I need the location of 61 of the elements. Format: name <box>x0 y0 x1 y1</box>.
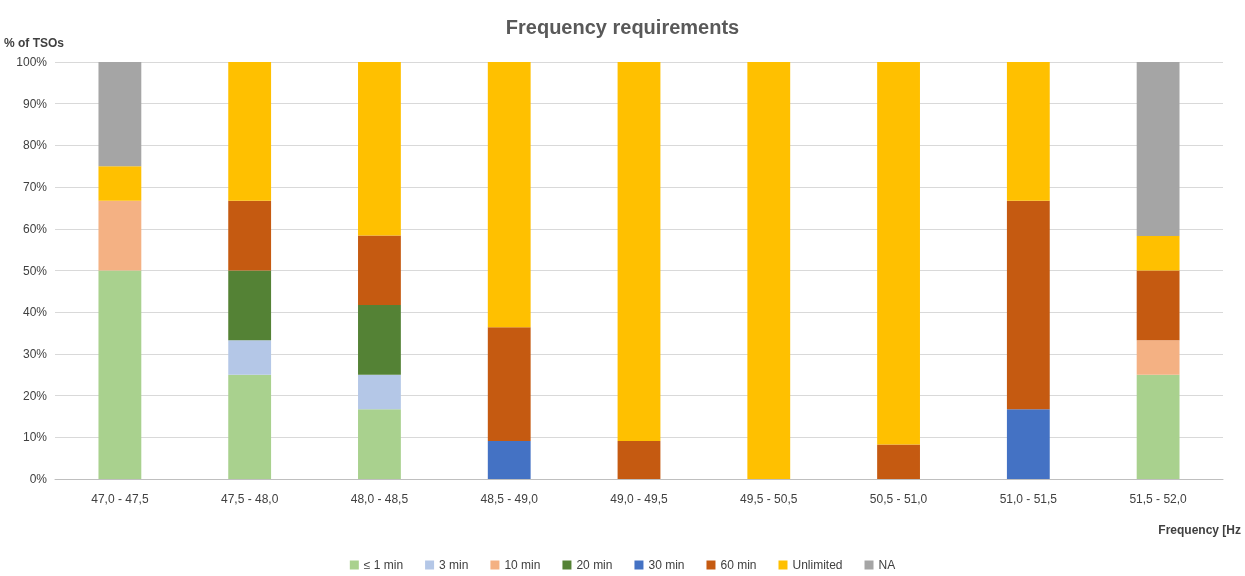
bar <box>358 62 401 236</box>
y-tick-label: 100% <box>16 55 48 69</box>
chart-title: Frequency requirements <box>505 16 740 38</box>
y-tick-label: 10% <box>22 430 48 445</box>
x-tick-label: 49,0 - 49,5 <box>610 492 669 506</box>
bar <box>617 441 661 479</box>
x-tick-label: 47,5 - 48,0 <box>220 492 279 506</box>
y-tick-label: 40% <box>22 305 48 320</box>
bar <box>358 235 401 306</box>
bar <box>487 62 531 328</box>
legend-label: ≤ 1 min <box>363 558 404 572</box>
bar <box>747 62 791 479</box>
bar <box>358 374 401 410</box>
bar <box>487 327 531 442</box>
x-tick-label: 51,0 - 51,5 <box>999 492 1058 506</box>
y-tick-label: 90% <box>22 96 48 111</box>
x-tick-label: 50,5 - 51,0 <box>869 492 928 506</box>
bar <box>1136 374 1180 479</box>
bar <box>228 62 272 201</box>
y-tick-label: 0% <box>29 472 48 486</box>
x-tick-label: 47,0 - 47,5 <box>91 492 149 506</box>
legend-label: NA <box>878 558 896 572</box>
y-tick-label: 20% <box>22 388 48 403</box>
y-tick-label: 60% <box>22 221 48 236</box>
y-tick-label: 80% <box>22 138 48 153</box>
bar <box>228 340 272 375</box>
bar <box>1136 235 1180 271</box>
y-axis-title: % of TSOs <box>4 36 65 50</box>
y-tick-label: 30% <box>22 346 48 361</box>
bar <box>617 62 661 442</box>
legend-label: Unlimited <box>792 558 843 572</box>
bar <box>98 166 142 201</box>
bar <box>358 409 401 479</box>
x-tick-label: 48,5 - 49,0 <box>480 492 539 506</box>
legend-label: 10 min <box>504 558 541 572</box>
x-tick-label: 48,0 - 48,5 <box>350 492 409 506</box>
bar <box>228 200 272 271</box>
legend-label: 20 min <box>576 558 613 572</box>
bar <box>98 62 142 167</box>
legend-label: 30 min <box>648 558 685 572</box>
bar <box>358 305 401 375</box>
bar <box>98 270 142 479</box>
legend-label: 3 min <box>439 558 469 572</box>
bar <box>877 444 920 479</box>
bar <box>487 441 531 479</box>
bar <box>1006 409 1050 479</box>
bar <box>1006 62 1050 201</box>
x-axis-title: Frequency [Hz <box>1158 523 1242 537</box>
bar <box>98 200 142 271</box>
bar <box>877 62 920 445</box>
bar <box>228 270 272 341</box>
x-tick-label: 49,5 - 50,5 <box>740 492 798 506</box>
y-tick-label: 70% <box>22 180 48 195</box>
y-tick-label: 50% <box>22 263 48 278</box>
bar <box>1136 270 1180 341</box>
legend-label: 60 min <box>720 558 757 572</box>
bar <box>228 374 272 479</box>
bar <box>1136 340 1180 375</box>
x-tick-label: 51,5 - 52,0 <box>1129 492 1188 506</box>
bar <box>1136 62 1180 236</box>
bar <box>1006 200 1050 410</box>
